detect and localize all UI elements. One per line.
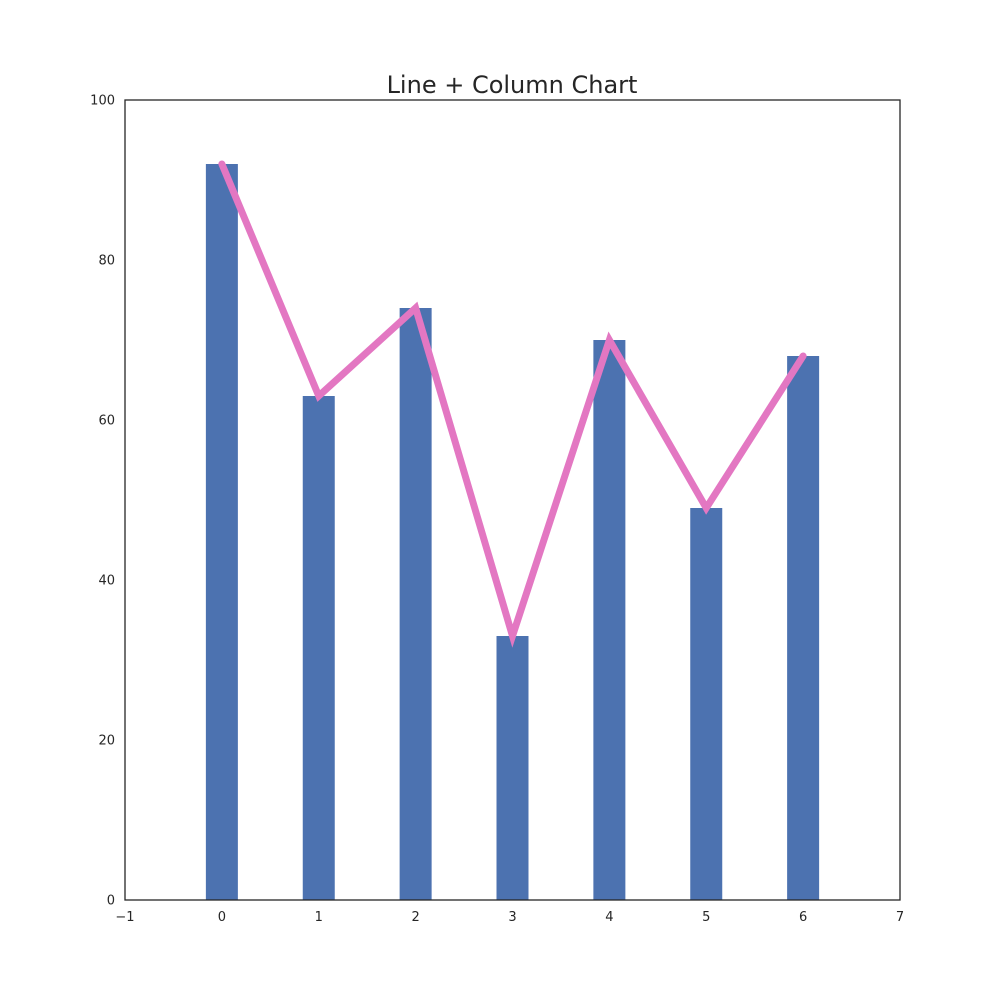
- x-tick-label: 0: [218, 910, 226, 925]
- x-tick-label: 6: [799, 910, 807, 925]
- y-axis-ticks: 0 20 40 60 80 100: [90, 94, 115, 909]
- x-tick-label: 3: [508, 910, 516, 925]
- x-tick-label: −1: [115, 910, 134, 925]
- plot-area-frame: [124, 99, 901, 901]
- x-tick-label: 4: [605, 910, 613, 925]
- x-tick-label: 7: [896, 910, 904, 925]
- bar-0: [205, 164, 238, 900]
- bar-3: [496, 636, 529, 900]
- bar-1: [302, 396, 335, 900]
- y-tick-label: 0: [107, 894, 115, 909]
- y-tick-label: 80: [98, 254, 115, 269]
- bar-series: [205, 164, 820, 900]
- y-tick-label: 40: [98, 574, 115, 589]
- bar-6: [787, 356, 820, 900]
- x-tick-label: 5: [702, 910, 710, 925]
- y-tick-label: 60: [98, 414, 115, 429]
- x-axis-ticks: −1 0 1 2 3 4 5 6 7: [115, 910, 904, 925]
- bar-4: [593, 340, 626, 900]
- x-tick-label: 1: [315, 910, 323, 925]
- bar-2: [399, 308, 432, 900]
- y-tick-label: 20: [98, 734, 115, 749]
- y-tick-label: 100: [90, 94, 115, 109]
- x-tick-label: 2: [411, 910, 419, 925]
- line-series: [218, 160, 807, 648]
- chart-title: Line + Column Chart: [387, 71, 638, 99]
- bar-5: [690, 508, 723, 900]
